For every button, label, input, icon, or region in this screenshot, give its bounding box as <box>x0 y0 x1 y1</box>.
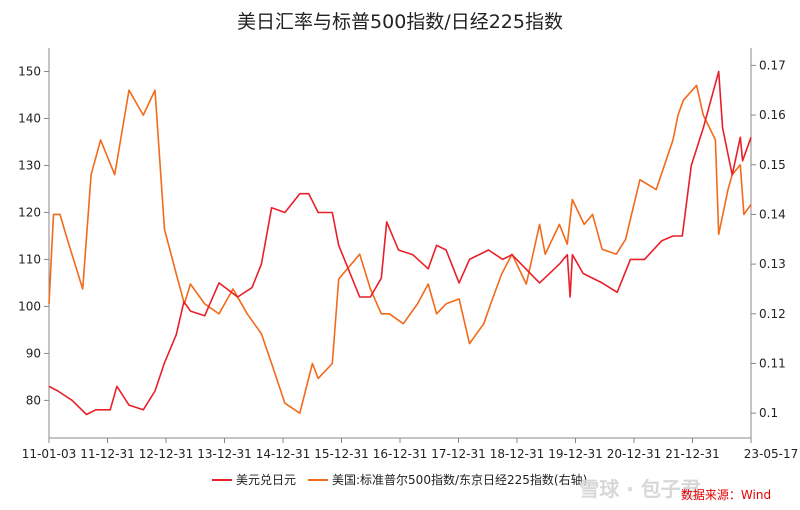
chart-title: 美日汇率与标普500指数/日经225指数 <box>237 11 563 33</box>
x-tick-label: 17-12-31 <box>431 447 485 461</box>
x-tick-label: 18-12-31 <box>490 447 544 461</box>
y-left-tick-label: 120 <box>18 205 41 219</box>
legend-label-usdjpy: 美元兑日元 <box>236 473 296 487</box>
legend-label-ratio: 美国:标准普尔500指数/东京日经225指数(右轴) <box>332 472 587 487</box>
y-left-tick-label: 100 <box>18 299 41 313</box>
series-line-spx-nikkei-ratio <box>48 84 752 415</box>
x-tick-label: 14-12-31 <box>256 447 310 461</box>
x-tick-label: 15-12-31 <box>314 447 368 461</box>
y-right-tick-label: 0.13 <box>759 257 786 271</box>
x-tick-label: 20-12-31 <box>607 447 661 461</box>
y-left-tick-label: 140 <box>18 111 41 125</box>
legend: 美元兑日元 美国:标准普尔500指数/东京日经225指数(右轴) <box>212 472 587 487</box>
x-tick-label: 19-12-31 <box>548 447 602 461</box>
x-tick-label: 21-12-31 <box>665 447 719 461</box>
x-tick-label: 16-12-31 <box>373 447 427 461</box>
y-left-tick-label: 90 <box>26 346 41 360</box>
x-tick-label: 11-01-03 <box>22 447 76 461</box>
y-right-tick-label: 0.11 <box>759 356 786 370</box>
y-right-tick-label: 0.15 <box>759 158 786 172</box>
y-right-tick-label: 0.14 <box>759 207 786 221</box>
y-right-tick-label: 0.12 <box>759 307 786 321</box>
y-right-tick-label: 0.17 <box>759 58 786 72</box>
x-tick-label: 12-12-31 <box>139 447 193 461</box>
series-line-usdjpy <box>48 70 752 416</box>
y-right-tick-label: 0.16 <box>759 108 786 122</box>
y-left-ticks: 80 90 100 110 120 130 140 150 <box>18 64 49 407</box>
y-left-tick-label: 130 <box>18 158 41 172</box>
source-label: 数据来源：Wind <box>681 487 771 502</box>
y-left-tick-label: 150 <box>18 64 41 78</box>
watermark: 雪球 · 包子君 <box>579 477 701 501</box>
x-ticks: 11-01-03 11-12-31 12-12-31 13-12-31 14-12-31… <box>22 438 798 461</box>
x-tick-label: 11-12-31 <box>80 447 134 461</box>
series-layer <box>48 70 752 416</box>
x-tick-label: 23-05-17 <box>744 447 798 461</box>
y-right-tick-label: 0.1 <box>759 406 778 420</box>
y-left-tick-label: 80 <box>26 393 41 407</box>
y-right-ticks: 0.1 0.11 0.12 0.13 0.14 0.15 0.16 0.17 <box>751 58 786 420</box>
y-left-tick-label: 110 <box>18 252 41 266</box>
x-tick-label: 13-12-31 <box>197 447 251 461</box>
